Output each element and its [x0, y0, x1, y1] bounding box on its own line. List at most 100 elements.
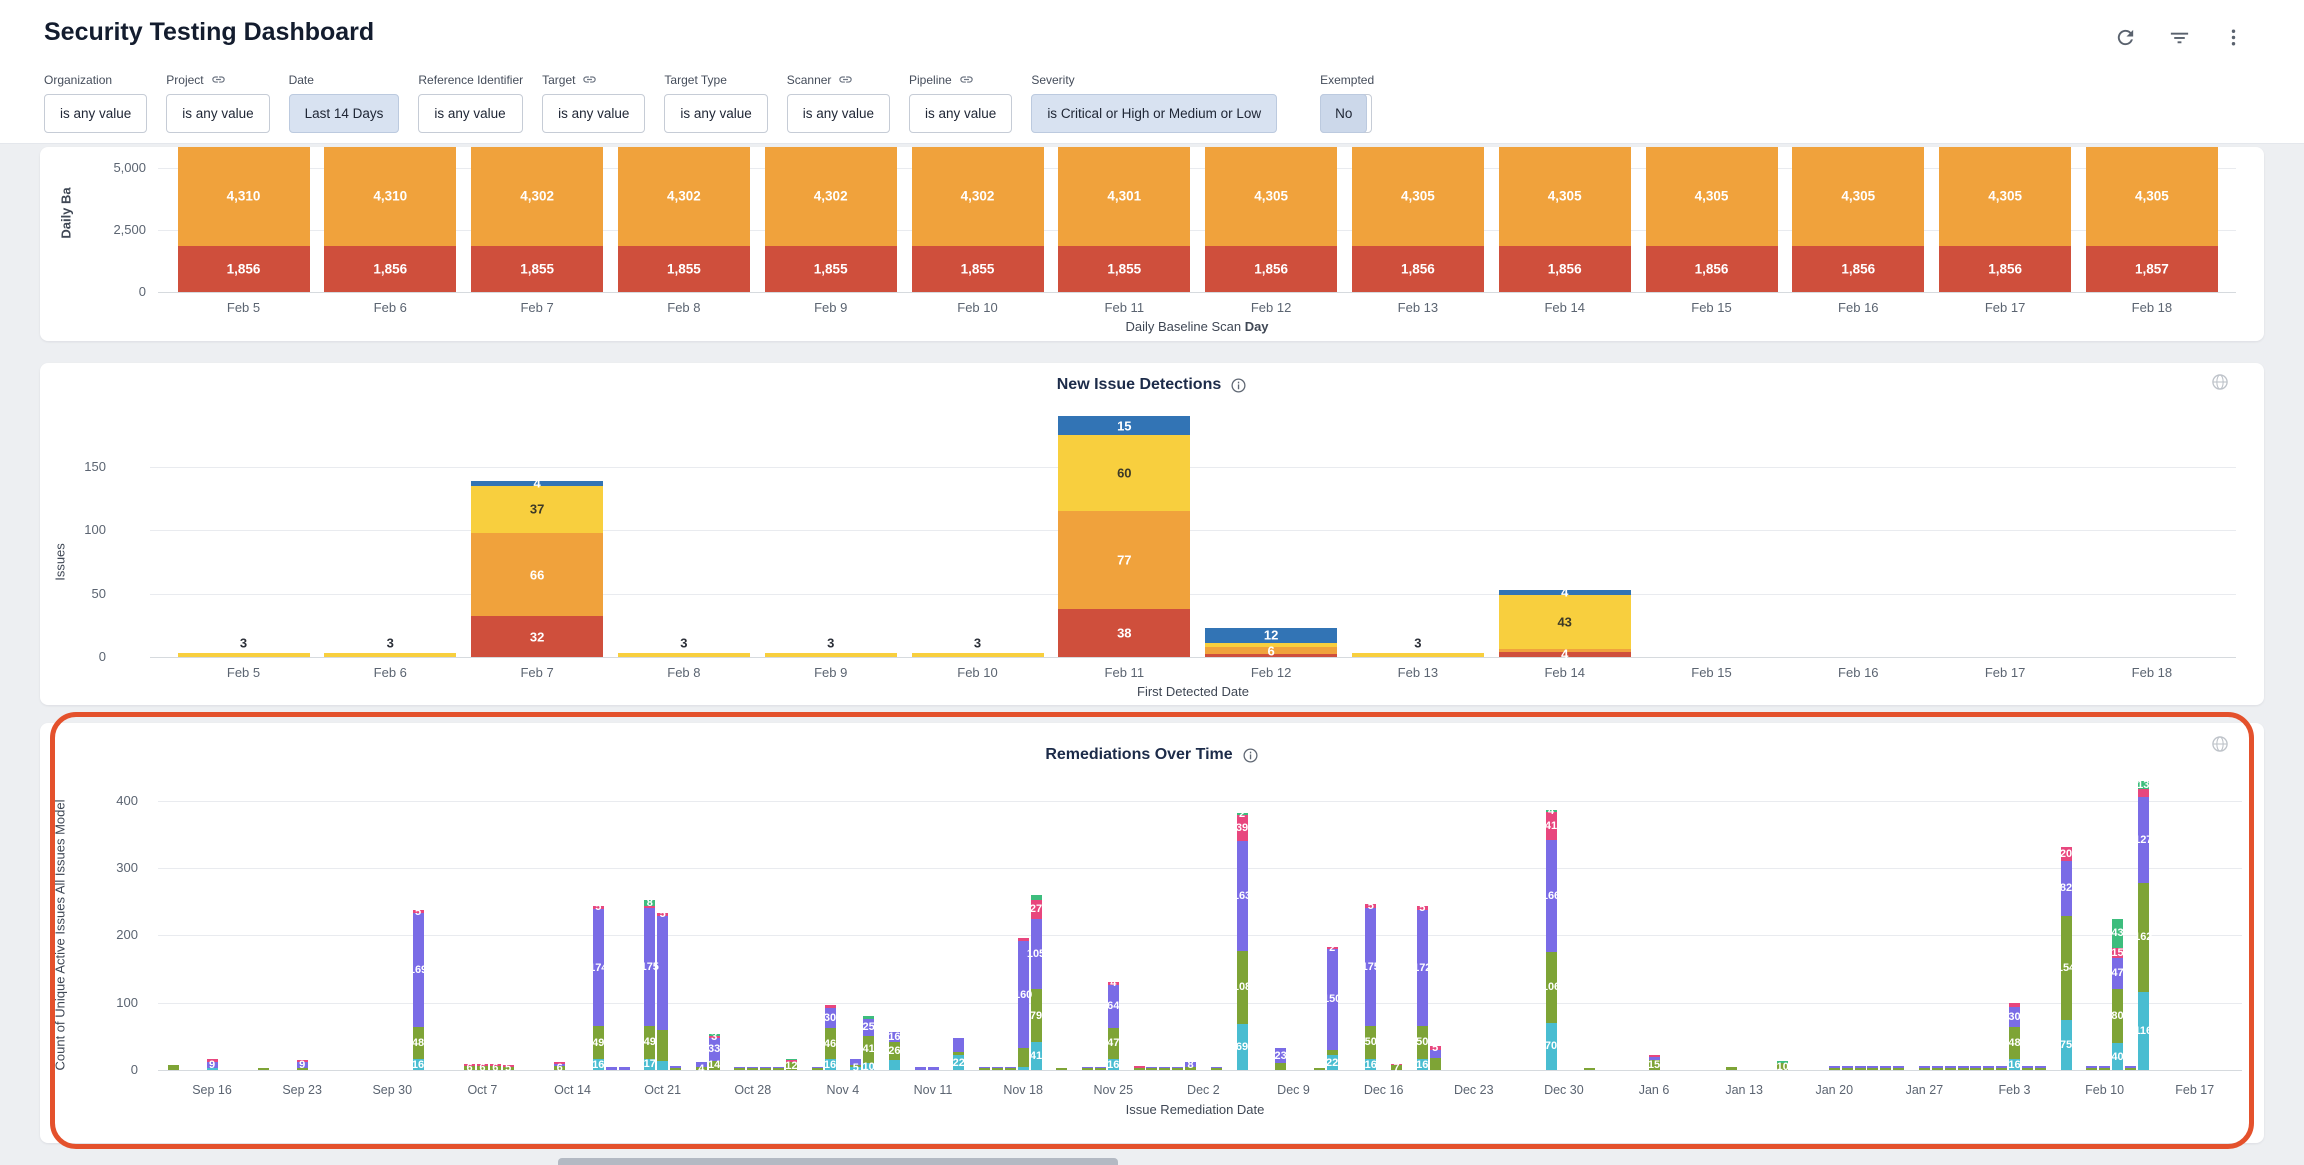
bar-segment[interactable] — [592, 909, 604, 1027]
bar-segment-critical[interactable] — [177, 245, 310, 292]
bar-segment[interactable] — [1133, 1068, 1145, 1070]
refresh-icon[interactable] — [2112, 24, 2138, 50]
bar-segment[interactable] — [1854, 1067, 1866, 1070]
bar-segment[interactable] — [1828, 1067, 1840, 1070]
bar-segment[interactable] — [1365, 1025, 1377, 1060]
bar-segment[interactable] — [1365, 904, 1377, 908]
bar-segment[interactable] — [1210, 1068, 1222, 1070]
filter-value-target[interactable]: is any value — [542, 94, 646, 133]
bar-segment-low[interactable] — [1498, 589, 1631, 595]
bar-segment[interactable] — [1648, 1054, 1660, 1058]
bar-segment[interactable] — [2021, 1067, 2033, 1070]
bar-segment[interactable] — [747, 1068, 759, 1070]
bar-segment[interactable] — [412, 1059, 424, 1070]
info-icon[interactable] — [1242, 747, 1259, 764]
bar-segment[interactable] — [1841, 1067, 1853, 1070]
bar-segment[interactable] — [412, 909, 424, 914]
filter-value-target-type[interactable]: is any value — [664, 94, 768, 133]
bar-segment[interactable] — [502, 1066, 514, 1070]
bar-segment[interactable] — [296, 1068, 308, 1070]
bar-segment[interactable] — [644, 1058, 656, 1070]
bar-segment[interactable] — [2034, 1066, 2046, 1068]
bar-segment[interactable] — [695, 1061, 707, 1068]
bar-segment[interactable] — [1983, 1065, 1995, 1068]
bar-segment[interactable] — [2060, 1019, 2072, 1070]
bar-segment[interactable] — [1416, 1059, 1428, 1070]
bar-segment[interactable] — [2124, 1067, 2136, 1070]
bar-segment[interactable] — [734, 1066, 746, 1069]
bar-segment[interactable] — [1416, 906, 1428, 910]
bar-segment[interactable] — [1030, 918, 1042, 990]
bar-segment-critical[interactable] — [1205, 245, 1338, 292]
bar-segment[interactable] — [2112, 918, 2123, 948]
bar-segment-high[interactable] — [1351, 147, 1484, 246]
bar-segment[interactable] — [592, 905, 604, 910]
bar-segment[interactable] — [1429, 1049, 1441, 1058]
bar-segment-medium[interactable] — [471, 485, 604, 533]
bar-segment[interactable] — [618, 1067, 630, 1070]
bar-segment[interactable] — [1893, 1065, 1905, 1068]
bar-segment[interactable] — [850, 1059, 862, 1065]
bar-segment[interactable] — [1094, 1068, 1106, 1070]
bar-segment[interactable] — [206, 1061, 218, 1068]
bar-segment[interactable] — [1918, 1067, 1930, 1070]
bar-segment[interactable] — [1996, 1067, 2008, 1070]
bar-segment-critical[interactable] — [324, 245, 457, 292]
bar-segment[interactable] — [2112, 989, 2123, 1044]
bar-segment[interactable] — [811, 1066, 823, 1069]
bar-segment[interactable] — [773, 1066, 784, 1069]
bar-segment-high[interactable] — [1058, 511, 1191, 609]
bar-segment[interactable] — [1545, 812, 1557, 840]
bar-segment-medium[interactable] — [1058, 435, 1191, 512]
bar-segment[interactable] — [785, 1060, 797, 1062]
bar-segment[interactable] — [811, 1068, 823, 1070]
bar-segment-high[interactable] — [177, 147, 310, 246]
bar-segment-low[interactable] — [1058, 416, 1191, 436]
bar-segment[interactable] — [1107, 984, 1119, 1028]
bar-segment[interactable] — [502, 1065, 514, 1067]
bar-segment-critical[interactable] — [1645, 245, 1778, 292]
bar-segment[interactable] — [1094, 1066, 1106, 1069]
bar-segment[interactable] — [1391, 1063, 1402, 1066]
bar-segment[interactable] — [785, 1058, 797, 1061]
bar-segment[interactable] — [824, 1008, 836, 1029]
bar-segment[interactable] — [979, 1068, 990, 1070]
bar-segment-critical[interactable] — [1058, 608, 1191, 657]
bar-segment-critical[interactable] — [1205, 654, 1338, 657]
bar-segment[interactable] — [1944, 1065, 1956, 1068]
bar-segment[interactable] — [644, 900, 656, 906]
bar-segment[interactable] — [296, 1060, 308, 1063]
bar-segment[interactable] — [1146, 1066, 1158, 1069]
bar-segment[interactable] — [1391, 1065, 1402, 1070]
bar-segment[interactable] — [979, 1066, 990, 1069]
bar-segment[interactable] — [1326, 1049, 1338, 1056]
bar-segment[interactable] — [1185, 1061, 1196, 1068]
filter-value-severity[interactable]: is Critical or High or Medium or Low — [1031, 94, 1278, 133]
bar-segment[interactable] — [863, 1016, 875, 1019]
bar-segment[interactable] — [644, 907, 656, 1026]
bar-segment[interactable] — [2060, 860, 2072, 916]
bar-segment[interactable] — [592, 1059, 604, 1070]
bar-segment[interactable] — [824, 1028, 836, 1060]
bar-segment-critical[interactable] — [1498, 245, 1631, 292]
bar-segment[interactable] — [927, 1067, 939, 1070]
bar-segment[interactable] — [2124, 1066, 2136, 1068]
bar-segment[interactable] — [592, 1026, 604, 1060]
bar-segment[interactable] — [554, 1065, 566, 1070]
bar-segment[interactable] — [1931, 1065, 1943, 1068]
bar-segment-medium[interactable] — [1498, 594, 1631, 650]
bar-segment[interactable] — [554, 1062, 566, 1064]
bar-segment[interactable] — [773, 1068, 784, 1070]
bar-segment[interactable] — [2099, 1067, 2111, 1070]
bar-segment[interactable] — [1777, 1060, 1789, 1064]
bar-segment[interactable] — [1172, 1068, 1184, 1070]
bar-segment-critical[interactable] — [1058, 245, 1191, 292]
bar-segment[interactable] — [476, 1064, 488, 1066]
bar-segment[interactable] — [1429, 1057, 1441, 1070]
bar-segment[interactable] — [1957, 1067, 1969, 1070]
bar-segment[interactable] — [991, 1066, 1003, 1069]
bar-segment[interactable] — [824, 1059, 836, 1070]
bar-segment[interactable] — [1004, 1066, 1016, 1069]
bar-segment[interactable] — [476, 1065, 488, 1070]
bar-segment[interactable] — [412, 1026, 424, 1060]
